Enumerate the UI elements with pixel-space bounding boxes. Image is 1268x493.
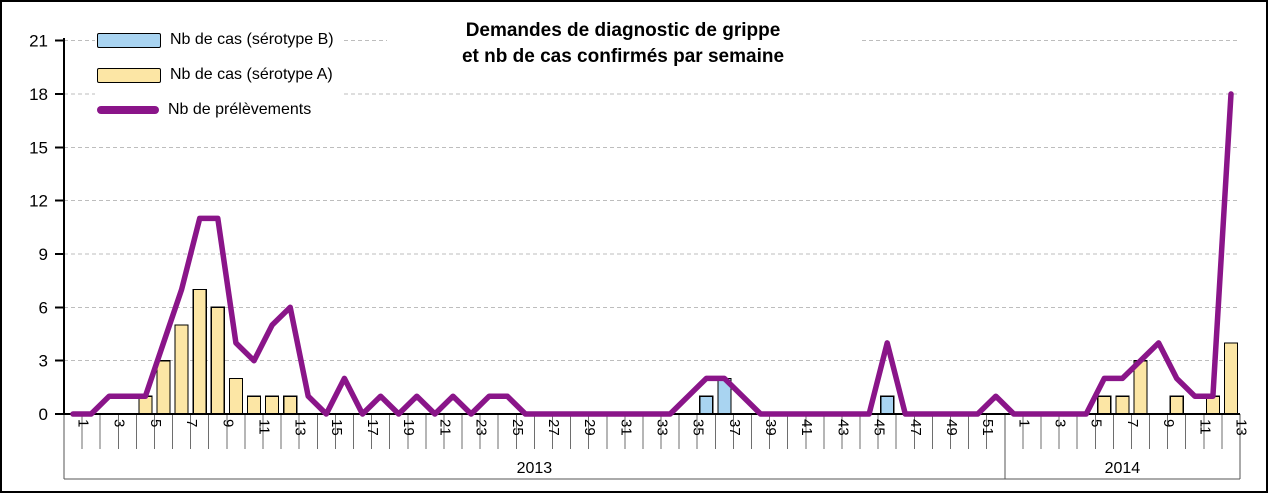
week-label: 47 <box>907 419 924 436</box>
week-label: 7 <box>1124 419 1141 427</box>
y-tick-label: 6 <box>39 298 48 317</box>
week-label: 1 <box>1015 419 1032 427</box>
week-label: 11 <box>1196 419 1213 435</box>
week-label: 19 <box>400 419 417 436</box>
year-label: 2014 <box>1105 460 1141 477</box>
week-label: 31 <box>617 419 634 436</box>
legend-label-serotype-a: Nb de cas (sérotype A) <box>170 66 333 83</box>
legend-item-prelevements: Nb de prélèvements <box>97 101 334 118</box>
chart-title-line1: Demandes de diagnostic de grippe <box>465 20 781 41</box>
legend-item-serotype-a: Nb de cas (sérotype A) <box>97 66 334 83</box>
week-label: 51 <box>979 419 996 436</box>
bar-serotype-a <box>283 395 298 415</box>
week-label: 29 <box>581 419 598 436</box>
legend-swatch-serotype-b-icon <box>97 32 161 48</box>
week-label: 13 <box>1232 419 1249 436</box>
week-label: 9 <box>1160 419 1177 427</box>
bar-serotype-a <box>174 324 189 415</box>
bar-serotype-a <box>246 395 262 415</box>
legend-label-serotype-b: Nb de cas (sérotype B) <box>170 31 334 48</box>
week-label: 3 <box>1052 419 1069 427</box>
week-label: 15 <box>328 419 345 436</box>
week-label: 39 <box>762 419 779 436</box>
bar-serotype-a <box>1223 342 1239 415</box>
week-label: 49 <box>943 419 960 436</box>
week-label: 45 <box>871 419 888 436</box>
y-tick-label: 21 <box>29 32 48 51</box>
bar-serotype-a <box>192 288 207 415</box>
bar-serotype-a <box>264 395 280 415</box>
y-tick-label: 12 <box>29 192 48 211</box>
y-tick-label: 9 <box>39 245 48 264</box>
week-label: 43 <box>834 419 851 436</box>
week-label: 1 <box>75 419 92 427</box>
week-label: 35 <box>690 419 707 436</box>
y-tick-label: 3 <box>39 352 48 371</box>
chart-title-line2: et nb de cas confirmés par semaine <box>461 46 785 67</box>
week-label: 21 <box>436 419 453 436</box>
week-label: 9 <box>219 419 236 427</box>
bar-serotype-a <box>1115 395 1130 415</box>
week-label: 5 <box>147 419 164 427</box>
week-label: 5 <box>1088 419 1105 427</box>
bar-serotype-a <box>228 377 243 415</box>
bar-serotype-b <box>880 395 895 415</box>
bar-serotype-a <box>1097 395 1112 415</box>
week-label: 27 <box>545 419 562 436</box>
bar-serotype-a <box>210 306 225 415</box>
y-tick-label: 18 <box>29 85 48 104</box>
y-tick-label: 0 <box>39 405 48 424</box>
week-label: 11 <box>255 419 272 435</box>
legend-swatch-serotype-a-icon <box>97 67 161 83</box>
week-label: 17 <box>364 419 381 436</box>
week-label: 25 <box>509 419 526 436</box>
week-label: 37 <box>726 419 743 436</box>
bar-serotype-a <box>1169 395 1184 415</box>
chart-title: Demandes de diagnostic de grippe et nb d… <box>387 16 859 72</box>
legend: Nb de cas (sérotype B) Nb de cas (séroty… <box>95 31 344 119</box>
y-tick-label: 15 <box>29 138 48 157</box>
bar-serotype-a <box>156 360 171 415</box>
legend-item-serotype-b: Nb de cas (sérotype B) <box>97 31 334 48</box>
week-label: 3 <box>111 419 128 427</box>
week-label: 13 <box>292 419 309 436</box>
year-label: 2013 <box>517 460 553 477</box>
prelevements-line <box>70 91 1234 417</box>
week-label: 7 <box>183 419 200 427</box>
week-label: 23 <box>473 419 490 436</box>
week-label: 33 <box>654 419 671 436</box>
bar-serotype-b <box>699 395 714 415</box>
legend-label-prelevements: Nb de prélèvements <box>168 101 312 118</box>
legend-swatch-prelevements-line-icon <box>97 106 159 114</box>
week-label: 41 <box>798 419 815 436</box>
